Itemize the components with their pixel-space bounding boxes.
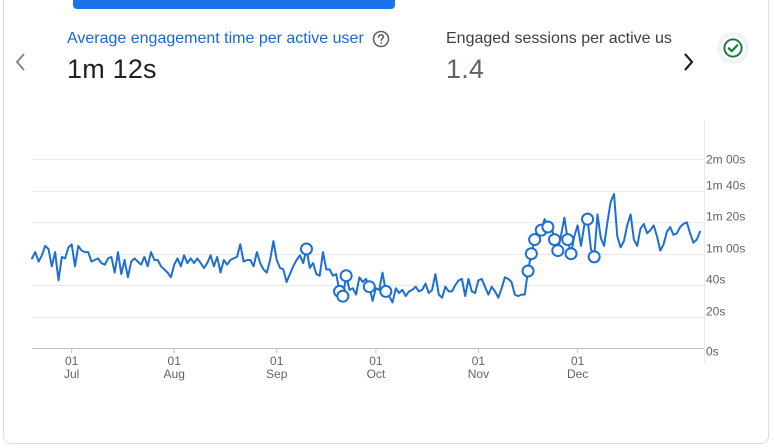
y-tick-label: 2m 00s [706,153,745,167]
metric-tab-engaged-sessions[interactable]: Engaged sessions per active user 1.4 [446,28,672,85]
x-tick-day-label: 01 [369,354,383,368]
anomaly-marker[interactable] [564,247,578,261]
anomaly-marker[interactable] [362,280,376,294]
chevron-right-icon [684,53,694,71]
y-tick-label: 20s [706,305,725,319]
x-tick-day-label: 01 [472,354,486,368]
chevron-left-icon [15,53,25,71]
y-axis-labels: 0s 20s 40s 1m 00s 1m 20s 1m 40s 2m 00s [706,153,745,359]
anomaly-marker[interactable] [547,233,561,247]
engagement-time-line [31,193,701,304]
y-tick-label: 0s [706,345,719,359]
help-circle-icon[interactable] [372,30,390,48]
anomaly-marker[interactable] [336,289,350,303]
next-metrics-button[interactable] [679,50,699,74]
anomaly-marker[interactable] [299,242,313,256]
previous-metrics-button[interactable] [10,50,30,74]
anomaly-marker[interactable] [339,269,353,283]
anomaly-marker[interactable] [561,233,575,247]
anomaly-markers [299,212,601,303]
y-tick-label: 1m 40s [706,179,745,193]
selected-metric-indicator [73,0,395,9]
x-tick-day-label: 01 [270,354,284,368]
metric-label: Engaged sessions per active user [446,30,672,47]
y-tick-label: 1m 20s [706,210,745,224]
x-tick-month-label: Nov [468,367,489,381]
x-tick-day-label: 01 [168,354,182,368]
metric-value: 1m 12s [67,54,157,84]
status-badge[interactable] [717,32,749,64]
x-tick-day-label: 01 [65,354,79,368]
check-circle-icon [723,38,743,58]
anomaly-marker[interactable] [524,247,538,261]
anomaly-marker[interactable] [551,244,565,258]
grid-lines [32,120,705,364]
anomaly-marker[interactable] [581,212,595,226]
anomaly-marker[interactable] [379,284,393,298]
metric-tab-avg-engagement-time[interactable]: Average engagement time per active user … [67,28,397,85]
anomaly-marker[interactable] [528,233,542,247]
x-tick-month-label: Dec [567,367,588,381]
y-tick-label: 1m 00s [706,242,745,256]
metric-value: 1.4 [446,54,485,84]
x-tick-month-label: Jul [64,367,79,381]
y-tick-label: 40s [706,273,725,287]
x-tick-month-label: Oct [367,367,386,381]
x-tick-month-label: Aug [164,367,185,381]
anomaly-marker[interactable] [587,250,601,264]
anomaly-marker[interactable] [521,264,535,278]
metric-label: Average engagement time per active user [67,30,364,47]
anomaly-marker[interactable] [541,220,555,234]
series-line [31,193,701,304]
x-tick-day-label: 01 [571,354,585,368]
x-tick-month-label: Sep [266,367,288,381]
